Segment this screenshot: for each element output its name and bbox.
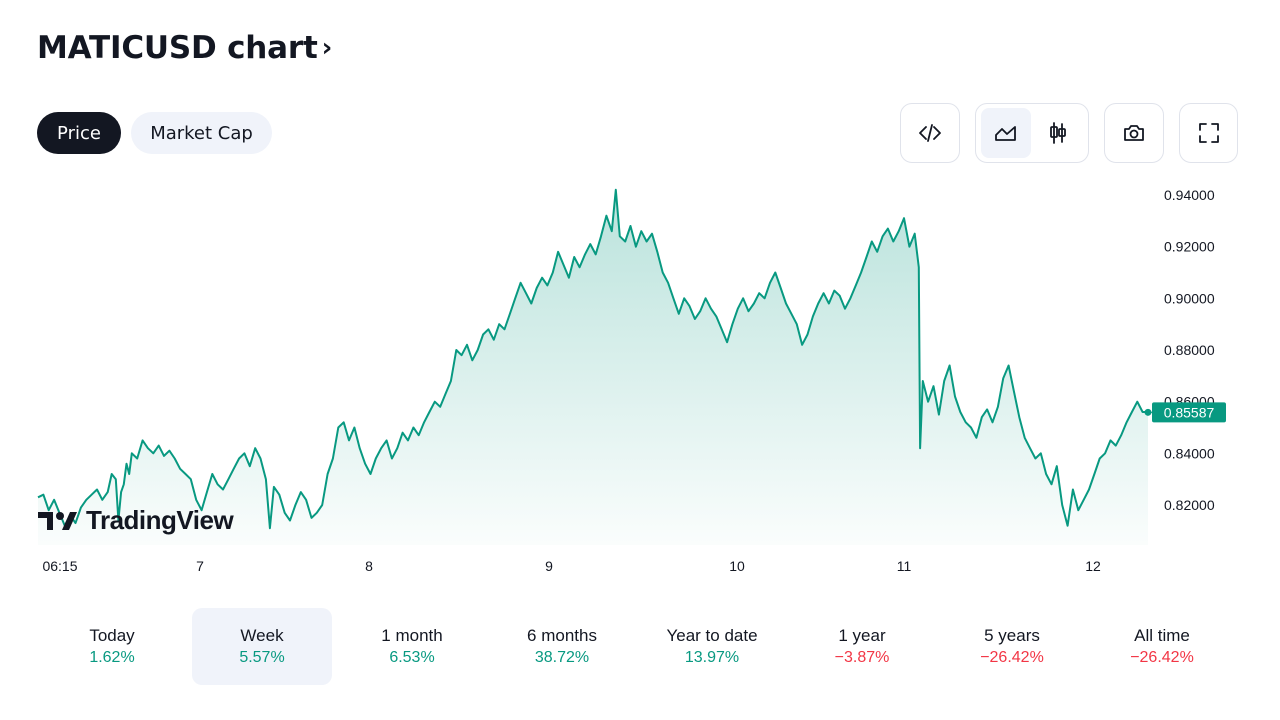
tab-market-cap[interactable]: Market Cap [131,112,272,154]
y-axis: 0.940000.920000.900000.880000.860000.840… [1164,187,1215,513]
tradingview-watermark[interactable]: TradingView [38,505,234,536]
x-tick-label: 11 [897,558,912,574]
period-label: 1 month [381,625,443,645]
y-tick-label: 0.84000 [1164,445,1215,461]
period-label: 1 year [838,625,886,645]
price-area [38,189,1148,546]
area-chart-icon [995,126,1016,141]
period-value: 1.62% [89,648,135,666]
x-tick-label: 9 [545,558,553,574]
period-all-time[interactable]: All time −26.42% [1092,608,1232,685]
y-tick-label: 0.82000 [1164,497,1215,513]
y-tick-label: 0.90000 [1164,290,1215,306]
period-5-years[interactable]: 5 years −26.42% [942,608,1082,685]
candlestick-icon [1050,122,1066,144]
chart-style-group [975,103,1089,163]
watermark-text: TradingView [86,505,234,535]
period-label: Year to date [666,625,758,645]
period-1-year[interactable]: 1 year −3.87% [792,608,932,685]
tab-price-label: Price [57,122,101,144]
x-tick-label: 10 [729,558,745,574]
price-chart[interactable]: 0.940000.920000.900000.880000.860000.840… [0,175,1280,585]
x-axis: 06:15 7 8 9 10 11 12 [42,558,1101,574]
page-title[interactable]: MATICUSD chart › [37,30,332,66]
period-value: 38.72% [534,648,590,666]
screenshot-button[interactable] [1104,103,1164,163]
area-chart-button[interactable] [981,108,1031,158]
camera-icon [1124,125,1144,141]
period-1-month[interactable]: 1 month 6.53% [342,608,482,685]
tab-price[interactable]: Price [37,112,121,154]
price-line [37,188,1148,530]
period-week[interactable]: Week 5.57% [192,608,332,685]
period-label: 6 months [527,625,597,645]
y-tick-label: 0.92000 [1164,239,1215,255]
fullscreen-icon [1198,123,1219,143]
period-value: −3.87% [834,648,890,666]
period-value: 5.57% [239,648,285,666]
page-title-text: MATICUSD chart [37,30,318,66]
y-tick-label: 0.88000 [1164,342,1215,358]
chevron-right-icon: › [321,33,333,63]
x-tick-label: 06:15 [42,558,77,574]
x-tick-label: 8 [365,558,373,574]
last-price-label: 0.85587 [1164,404,1215,420]
tradingview-logo-icon [38,511,77,530]
tab-market-cap-label: Market Cap [150,122,253,144]
x-tick-label: 7 [196,558,204,574]
code-icon [919,124,941,142]
period-today[interactable]: Today 1.62% [42,608,182,685]
period-label: All time [1134,625,1190,645]
period-value: −26.42% [1130,648,1194,666]
period-value: 6.53% [389,648,435,666]
fullscreen-button[interactable] [1179,103,1238,163]
period-label: Today [89,625,135,645]
x-tick-label: 12 [1085,558,1101,574]
candlestick-button[interactable] [1033,108,1083,158]
period-value: 13.97% [684,648,740,666]
period-label: 5 years [984,625,1040,645]
period-6-months[interactable]: 6 months 38.72% [492,608,632,685]
period-label: Week [240,625,284,645]
last-price-marker: 0.85587 [1143,402,1226,423]
period-value: −26.42% [980,648,1044,666]
embed-button[interactable] [900,103,960,163]
period-year-to-date[interactable]: Year to date 13.97% [642,608,782,685]
performance-periods: Today 1.62% Week 5.57% 1 month 6.53% 6 m… [37,608,1237,685]
y-tick-label: 0.94000 [1164,187,1215,203]
